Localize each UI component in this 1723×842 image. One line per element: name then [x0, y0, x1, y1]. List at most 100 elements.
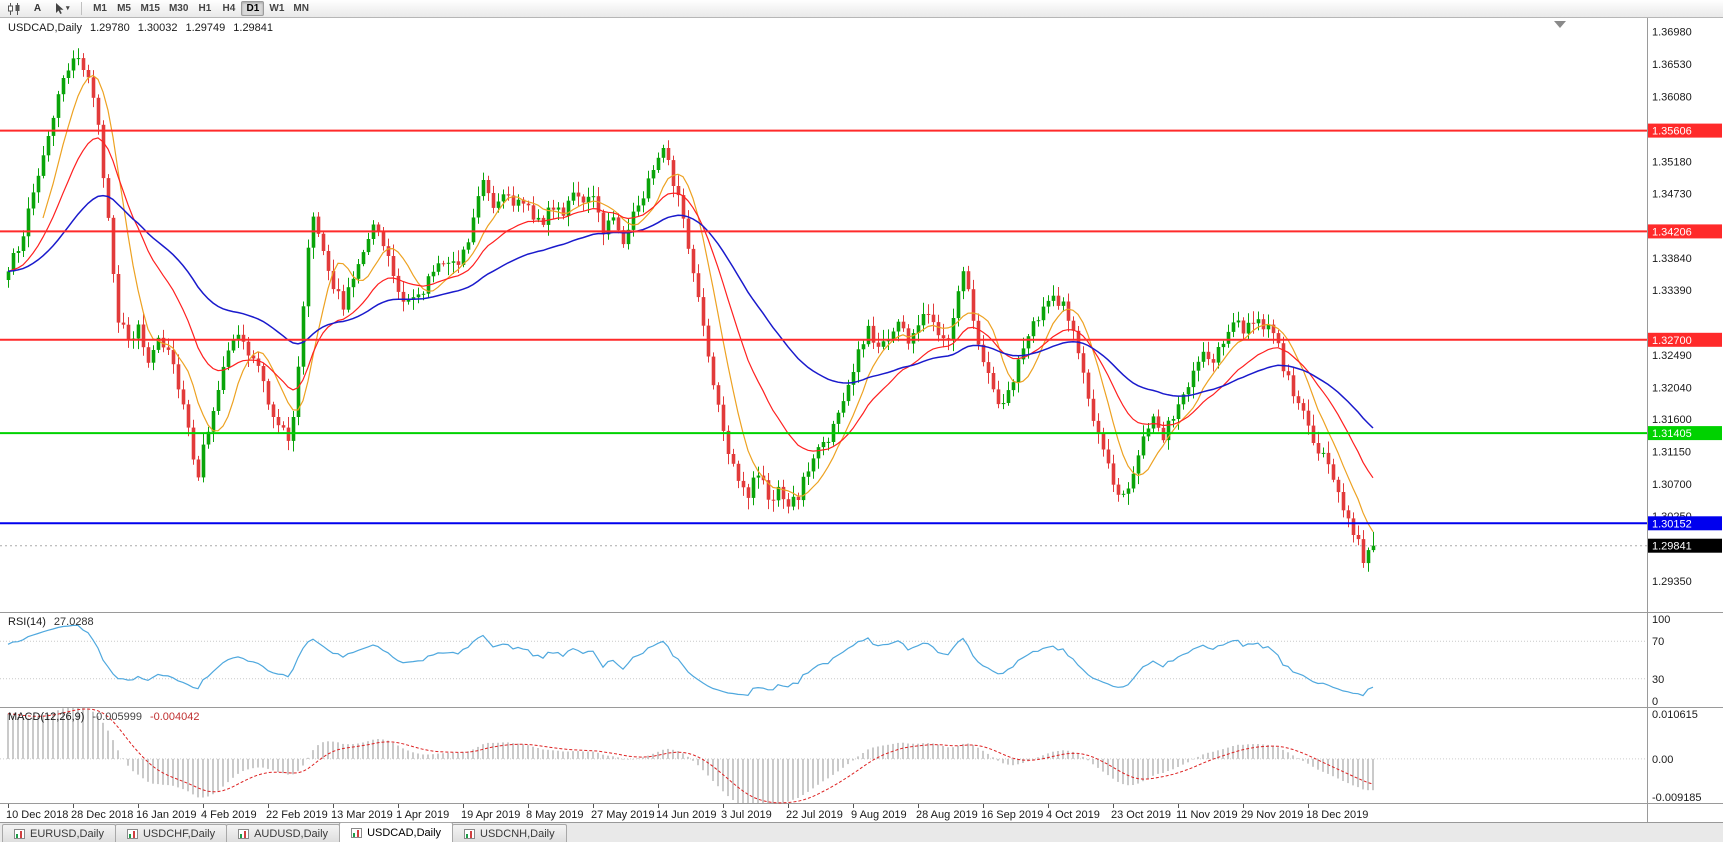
timeframe-h1-button[interactable]: H1: [193, 1, 216, 16]
date-axis-label: 14 Jun 2019: [656, 809, 717, 821]
chart-tab-label: EURUSD,Daily: [30, 827, 104, 840]
timeframe-m15-button[interactable]: M15: [137, 1, 164, 16]
panel-separators: [0, 18, 1723, 822]
chart-tab-label: USDCHF,Daily: [142, 827, 216, 840]
price-axis-label: 1.30700: [1652, 479, 1692, 491]
chart-top-markers: [1554, 21, 1566, 28]
chart-tab-eurusd[interactable]: EURUSD,Daily: [2, 824, 116, 842]
price-axis-label: 1.36530: [1652, 59, 1692, 71]
price-level-badge: [1648, 332, 1722, 347]
price-axis-label: 1.32490: [1652, 350, 1692, 362]
macd-panel: [0, 708, 1647, 804]
date-axis-label: 23 Oct 2019: [1111, 809, 1171, 821]
chart-tab-bar: EURUSD,Daily USDCHF,Daily AUDUSD,Daily USDC…: [0, 822, 1723, 842]
rsi-axis-label: 70: [1652, 636, 1664, 648]
cursor-icon: [56, 2, 64, 14]
date-axis-label: 16 Jan 2019: [136, 809, 197, 821]
timeframe-mn-button[interactable]: MN: [289, 1, 313, 16]
date-axis-label: 28 Aug 2019: [916, 809, 978, 821]
candlestick-chart-button[interactable]: [3, 1, 25, 16]
chart-tab-usdchf[interactable]: USDCHF,Daily: [114, 824, 228, 842]
timeframe-m1-button[interactable]: M1: [89, 1, 112, 16]
price-axis-label: 1.31150: [1652, 446, 1691, 458]
rsi-line: [7, 624, 1374, 697]
date-axis-label: 18 Dec 2019: [1306, 809, 1368, 821]
date-axis-label: 22 Feb 2019: [266, 809, 328, 821]
candlestick-chart-icon: [8, 2, 20, 15]
date-axis-label: 1 Apr 2019: [396, 809, 449, 821]
date-axis-label: 4 Oct 2019: [1046, 809, 1100, 821]
timeframe-m30-button[interactable]: M30: [165, 1, 192, 16]
chart-toolbar: A ▾ M1 M5 M15 M30 H1 H4 D1 W1 MN: [0, 0, 1723, 18]
cursor-tool-button[interactable]: ▾: [50, 1, 74, 16]
timeframe-h4-button[interactable]: H4: [217, 1, 240, 16]
date-axis-label: 27 May 2019: [591, 809, 655, 821]
chart-tab-usdcnh[interactable]: USDCNH,Daily: [452, 824, 567, 842]
price-axis-label: 1.36980: [1652, 27, 1692, 39]
date-axis-label: 10 Dec 2018: [6, 809, 68, 821]
price-level-badge-label: 1.31405: [1652, 428, 1692, 440]
macd-axis-zero-label: 0.00: [1652, 754, 1673, 766]
rsi-axis-label: 30: [1652, 674, 1664, 686]
chart-tab-icon: [238, 828, 250, 839]
current-price-badge-label: 1.29841: [1652, 541, 1692, 553]
chevron-down-icon: ▾: [66, 5, 70, 12]
price-axis-label: 1.31600: [1652, 414, 1692, 426]
date-axis-label: 29 Nov 2019: [1241, 809, 1303, 821]
candlesticks: [6, 48, 1376, 572]
date-axis-label: 4 Feb 2019: [201, 809, 257, 821]
rsi-panel: [0, 624, 1647, 697]
time-axis[interactable]: 10 Dec 2018 28 Dec 2018 16 Jan 2019 4 Feb 2…: [6, 804, 1368, 821]
price-axis-label: 1.33840: [1652, 253, 1692, 265]
chart-canvas[interactable]: 1.36980 1.36530 1.36080 1.35180 1.34730 1.338…: [0, 18, 1723, 822]
price-level-badge-label: 1.35606: [1652, 126, 1692, 138]
chart-tab-icon: [126, 828, 138, 839]
current-price-badge: [1648, 538, 1722, 553]
timeframe-w1-button[interactable]: W1: [265, 1, 288, 16]
price-axis-label: 1.35180: [1652, 156, 1692, 168]
timeframe-d1-button[interactable]: D1: [241, 1, 265, 16]
price-level-badge-label: 1.34206: [1652, 226, 1692, 238]
chart-tab-label: AUDUSD,Daily: [254, 827, 329, 840]
timeframe-m5-button[interactable]: M5: [113, 1, 136, 16]
price-level-badge: [1648, 426, 1722, 441]
chart-tab-label: USDCNH,Daily: [480, 827, 555, 840]
chart-tab-icon: [14, 828, 25, 839]
chart-tab-label: USDCAD,Daily: [367, 826, 442, 839]
rsi-axis-label: 100: [1652, 614, 1670, 626]
date-axis-label: 9 Aug 2019: [851, 809, 907, 821]
rsi-axis-label: 0: [1652, 696, 1658, 708]
chart-tab-audusd[interactable]: AUDUSD,Daily: [226, 824, 341, 842]
price-level-badge: [1648, 123, 1722, 138]
chart-workspace[interactable]: 1.36980 1.36530 1.36080 1.35180 1.34730 1.338…: [0, 18, 1723, 822]
toolbar-separator: [80, 2, 82, 15]
date-axis-label: 11 Nov 2019: [1176, 809, 1238, 821]
chart-shift-marker[interactable]: [1554, 21, 1566, 28]
date-axis-label: 8 May 2019: [526, 809, 583, 821]
macd-signal-line: [7, 708, 1374, 804]
chart-tab-usdcad[interactable]: USDCAD,Daily: [339, 822, 454, 842]
price-axis-label: 1.33390: [1652, 285, 1692, 297]
moving-averages: [7, 74, 1374, 533]
price-axis-label: 1.34730: [1652, 189, 1692, 201]
price-level-badge-label: 1.30152: [1652, 518, 1692, 530]
timeframe-toolbar: M1 M5 M15 M30 H1 H4 D1 W1 MN: [89, 1, 313, 16]
fast-ma-line: [42, 74, 1374, 533]
date-axis-label: 3 Jul 2019: [721, 809, 772, 821]
mid-ma-line: [7, 137, 1374, 479]
text-label-tool-glyph: A: [33, 2, 42, 14]
horizontal-levels: [0, 129, 1647, 547]
date-axis-label: 13 Mar 2019: [331, 809, 393, 821]
date-axis-label: 16 Sep 2019: [981, 809, 1043, 821]
text-label-tool-button[interactable]: A: [27, 1, 48, 16]
chart-tab-icon: [464, 828, 476, 839]
macd-axis-min-label: -0.009185: [1652, 792, 1702, 804]
price-axis-label: 1.36080: [1652, 92, 1692, 104]
price-level-badge: [1648, 224, 1722, 239]
date-axis-label: 22 Jul 2019: [786, 809, 843, 821]
date-axis-label: 19 Apr 2019: [461, 809, 520, 821]
macd-axis-max-label: 0.010615: [1652, 709, 1698, 721]
price-level-badge-label: 1.32700: [1652, 335, 1692, 347]
price-axis[interactable]: 1.36980 1.36530 1.36080 1.35180 1.34730 1.338…: [1648, 27, 1722, 804]
